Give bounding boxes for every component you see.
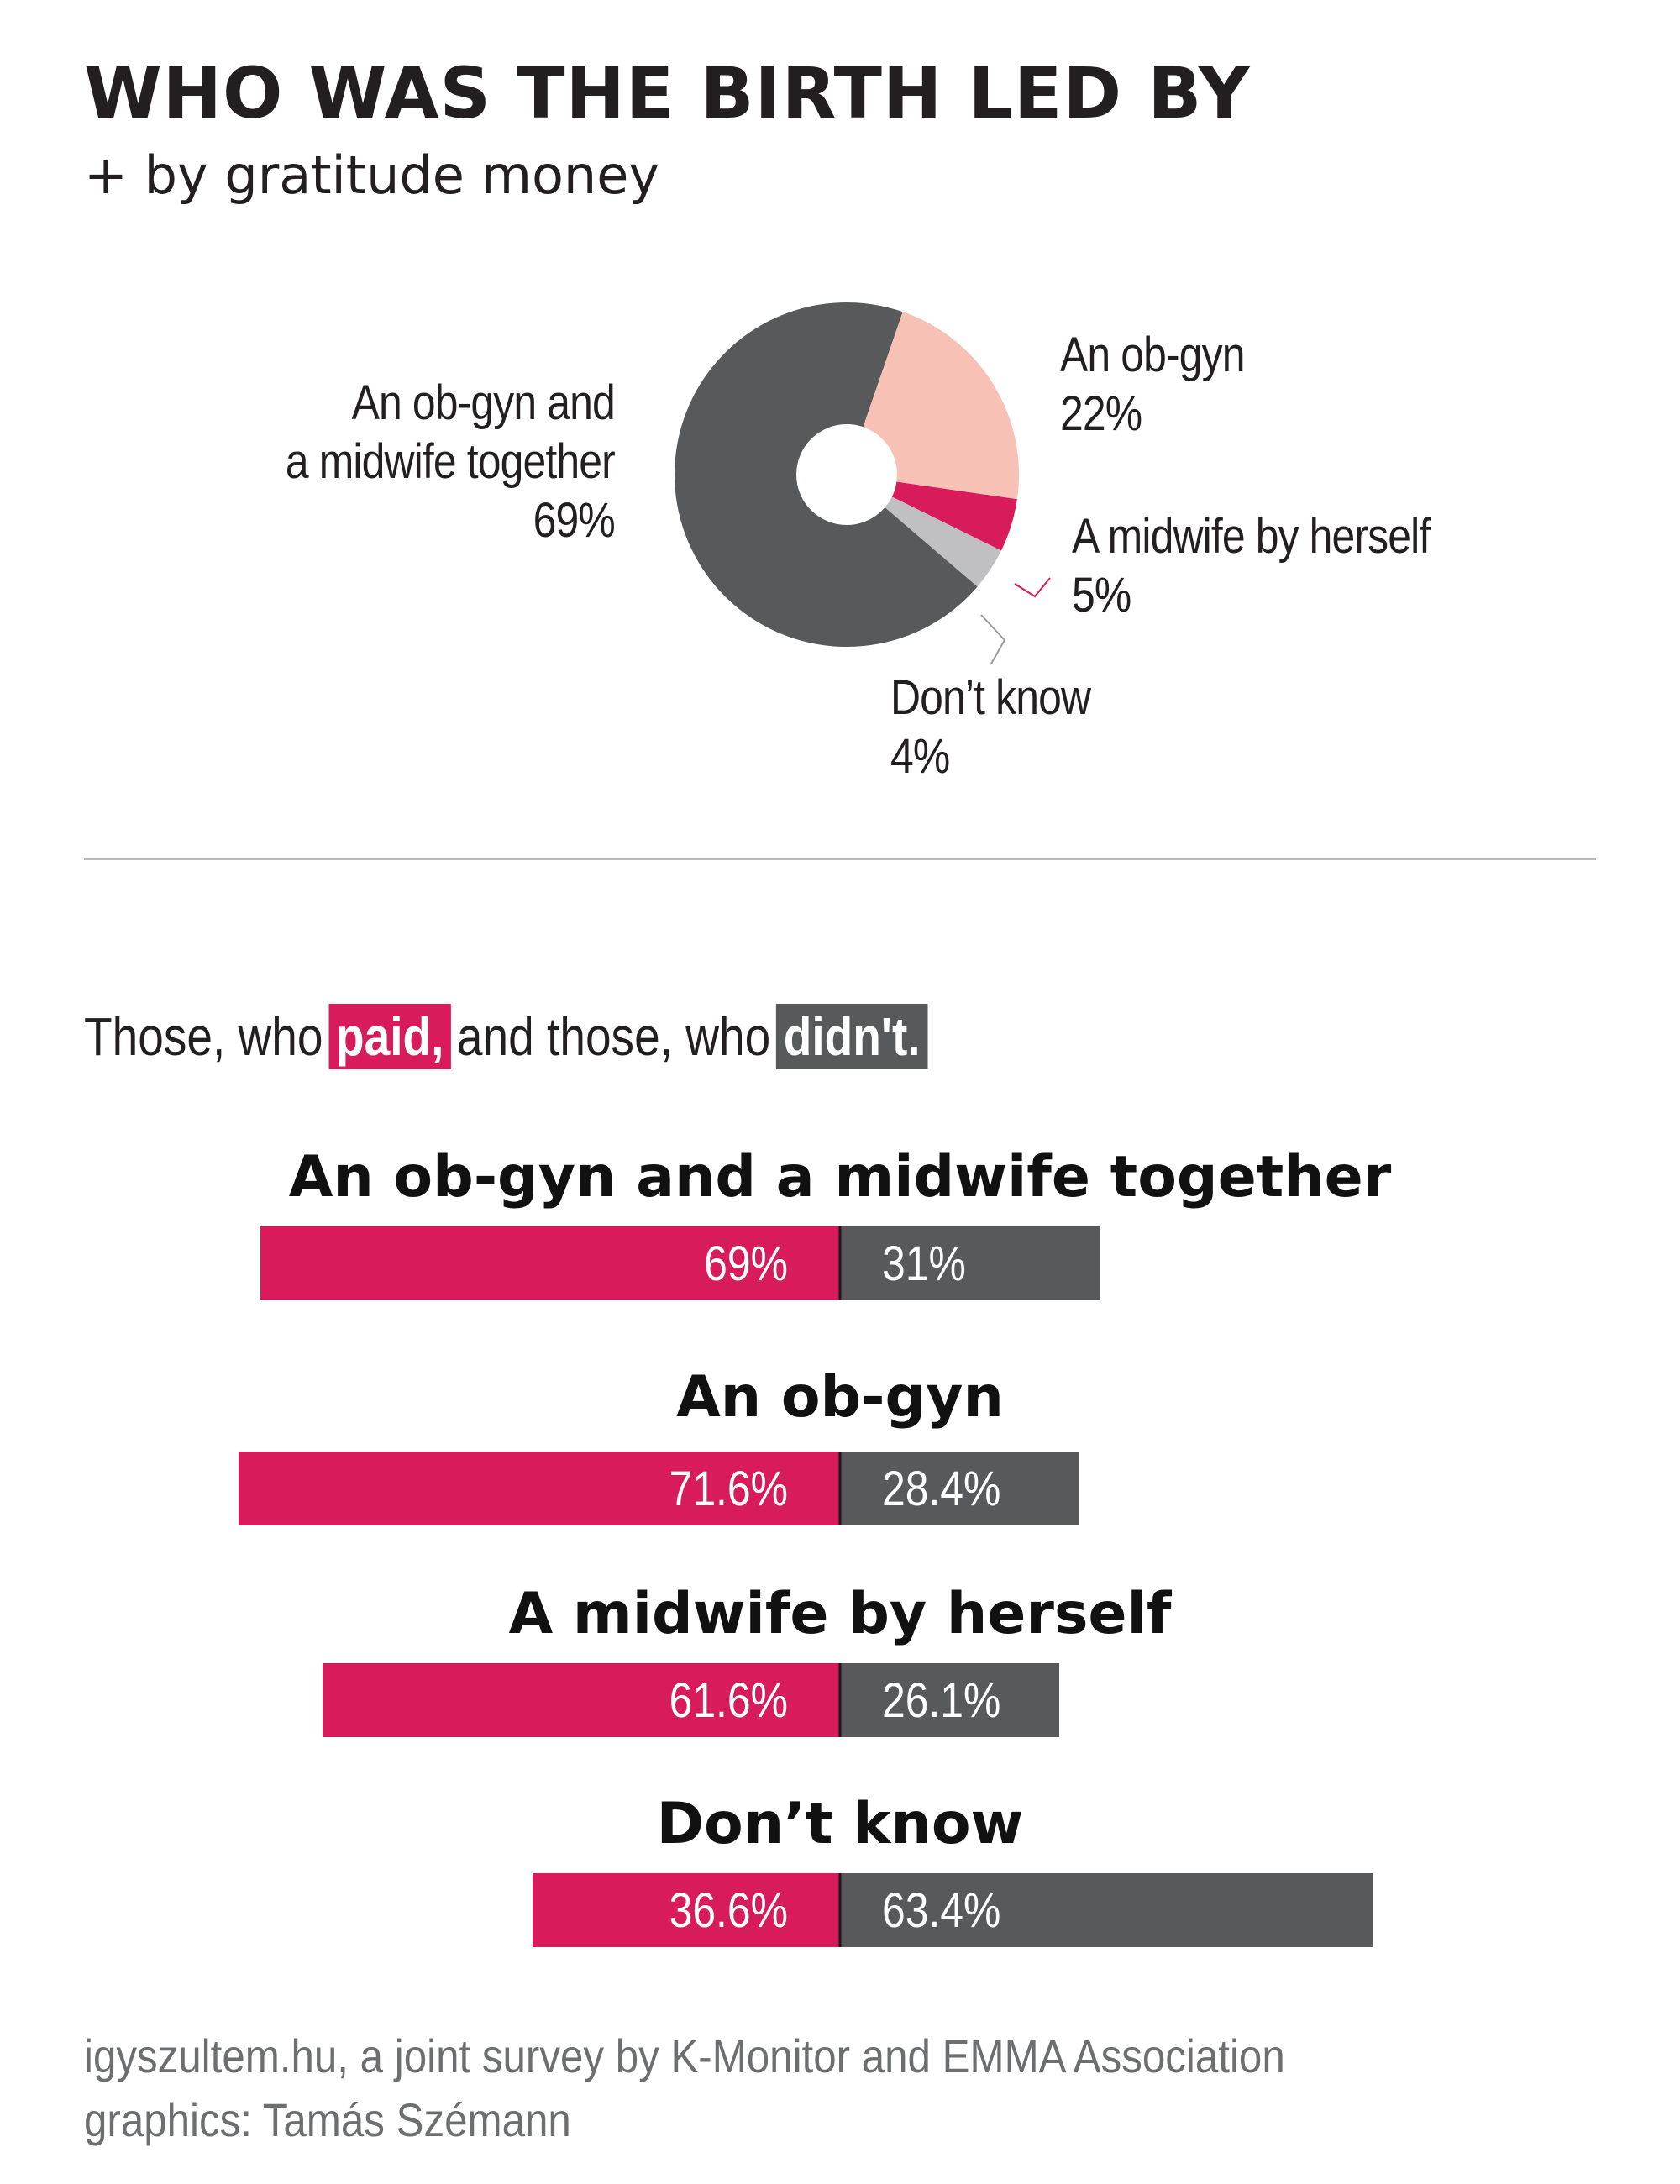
bar-paid-obgyn: [239, 1452, 840, 1525]
pie-label-together-line1: An ob-gyn and: [351, 375, 616, 430]
bar-group-title-together: An ob-gyn and a midwife together: [288, 1144, 1392, 1210]
bar-group-title-obgyn: An ob-gyn: [676, 1364, 1004, 1431]
donut-chart: [674, 302, 1051, 664]
bar-didnt-obgyn: [840, 1452, 1079, 1525]
legend-didnt-swatch: didn't.: [776, 1004, 928, 1069]
bar-didnt-together: [840, 1226, 1100, 1300]
bar-label-didnt-together: 31%: [882, 1237, 966, 1291]
section-divider: [84, 858, 1596, 860]
pie-label-together: An ob-gyn and a midwife together 69%: [285, 374, 616, 550]
leader-line-dont-know: [980, 614, 1006, 664]
pie-label-midwife: A midwife by herself 5%: [1072, 507, 1431, 625]
pie-value-dont-know: 4%: [890, 729, 950, 784]
legend-middle: and those, who: [456, 1006, 771, 1067]
pie-value-obgyn: 22%: [1060, 386, 1142, 441]
legend-prefix: Those, who: [84, 1006, 323, 1067]
pie-label-midwife-line1: A midwife by herself: [1072, 509, 1431, 564]
bar-label-paid-dont-know: 36.6%: [669, 1884, 788, 1938]
page-title: WHO WAS THE BIRTH LED BY: [84, 52, 1251, 134]
legend-paid-swatch: paid,: [328, 1004, 452, 1069]
source-line: igyszultem.hu, a joint survey by K-Monit…: [84, 2029, 1285, 2082]
donut-hole: [796, 424, 897, 525]
bar-paid-together: [260, 1226, 840, 1300]
pie-label-dont-know-line1: Don’t know: [890, 670, 1091, 725]
bar-paid-dont-know: [533, 1873, 840, 1947]
graphics-credit: graphics: Tamás Szémann: [84, 2093, 571, 2146]
pie-value-together: 69%: [533, 493, 616, 548]
source-credit: igyszultem.hu, a joint survey by K-Monit…: [84, 2024, 1285, 2152]
bar-didnt-dont-know: [840, 1873, 1373, 1947]
pie-value-midwife: 5%: [1072, 568, 1131, 622]
pie-label-obgyn: An ob-gyn 22%: [1060, 326, 1246, 444]
bar-group-title-midwife: A midwife by herself: [508, 1581, 1172, 1647]
pie-label-together-line2: a midwife together: [285, 434, 616, 489]
bar-didnt-midwife: [840, 1663, 1059, 1737]
bar-group-title-dont-know: Don’t know: [656, 1791, 1024, 1857]
bar-label-paid-midwife: 61.6%: [669, 1674, 788, 1728]
bar-paid-midwife: [323, 1663, 840, 1737]
page-subtitle: + by gratitude money: [84, 144, 660, 206]
bar-label-didnt-obgyn: 28.4%: [882, 1462, 1000, 1516]
bar-legend: Those, who paid, and those, who didn't.: [84, 1004, 933, 1069]
pie-label-dont-know: Don’t know 4%: [890, 669, 1091, 786]
bar-label-didnt-midwife: 26.1%: [882, 1674, 1000, 1728]
bar-label-didnt-dont-know: 63.4%: [882, 1884, 1000, 1938]
pie-label-obgyn-line1: An ob-gyn: [1060, 328, 1246, 382]
bar-label-paid-together: 69%: [704, 1237, 788, 1291]
bar-label-paid-obgyn: 71.6%: [669, 1462, 788, 1516]
leader-line-midwife: [1014, 577, 1051, 598]
